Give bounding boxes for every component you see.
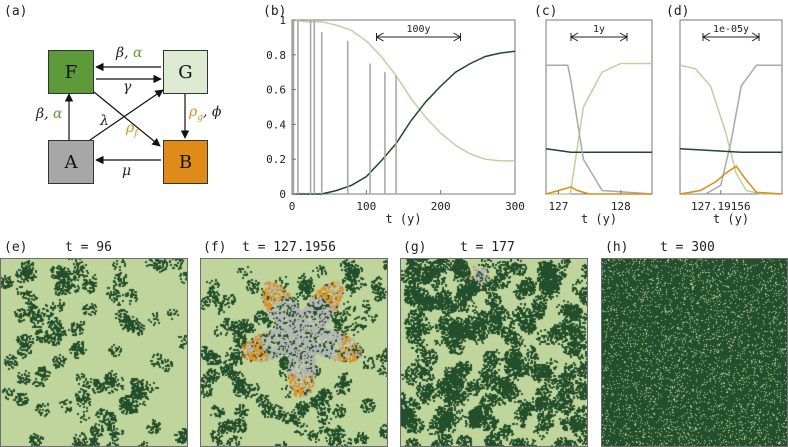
panel-label-g: (g) [403, 240, 427, 255]
series-d-1 [680, 64, 782, 195]
series-b-0 [291, 19, 515, 162]
node-f-label: F [64, 61, 78, 83]
rho-f-symbol: ρ [126, 120, 135, 136]
plot-frame-b [291, 19, 516, 195]
label-g-to-b-rho: ρg, ϕ [189, 104, 221, 123]
series-c-3 [545, 186, 652, 195]
label-a-to-f-beta: β, [36, 106, 49, 122]
panel-label-a: (a) [4, 4, 28, 19]
scale-arrow-left-c [569, 32, 579, 42]
scale-arrow-right-d [751, 32, 761, 42]
label-f-to-g-gamma: γ [123, 79, 132, 95]
phi-symbol: , ϕ [203, 104, 222, 120]
timeseries-charts: 100y t (y) 1y t (y) 1e-05y t (y) 0 100 200 300 0 0.… [266, 14, 783, 226]
series-d-2 [679, 148, 782, 153]
label-a-to-f-alpha: α [53, 106, 63, 122]
arrow-f-to-b [93, 91, 161, 147]
series-d-3 [679, 165, 783, 195]
snapshot-h [601, 258, 788, 447]
rho-f-sub: f [134, 128, 138, 139]
xtick-label-b-0: 0 [289, 200, 296, 213]
rho-g-symbol: ρ [189, 104, 198, 120]
snapshot-e [0, 258, 188, 447]
scale-arrow-left-b [375, 32, 384, 42]
lattice-f [201, 259, 387, 446]
label-g-to-f-beta: β, [116, 45, 129, 61]
xlabel-c: t (y) [581, 212, 617, 226]
panel-label-e: (e) [4, 240, 28, 255]
series-c-1 [545, 148, 652, 153]
panel-label-c: (c) [534, 4, 558, 19]
xlabel-d: t (y) [713, 212, 749, 226]
xtick-label-b-3: 300 [505, 200, 525, 213]
xtick-label-c-0: 127 [549, 200, 569, 213]
scale-label-b: 100y [406, 24, 430, 35]
ytick-label-b-4: 0.8 [266, 49, 286, 62]
panel-label-d: (d) [666, 4, 690, 19]
xtick-label-b-2: 200 [431, 200, 451, 213]
label-b-to-a-mu: μ [122, 163, 132, 179]
xtick-label-c-1: 128 [611, 200, 631, 213]
plot-frame-c [545, 19, 653, 195]
panel-label-f: (f) [203, 240, 227, 255]
xlabel-b: t (y) [385, 212, 421, 226]
node-a: A [48, 140, 94, 184]
ytick-label-b-5: 1 [279, 14, 286, 27]
label-a-to-g-lambda: λ [100, 113, 109, 129]
scale-arrow-right-c [619, 32, 629, 42]
scale-label-d: 1e-05y [713, 24, 749, 35]
lattice-e [1, 259, 187, 446]
xtick-label-b-1: 100 [356, 200, 376, 213]
rho-g-sub: g [197, 112, 203, 123]
series-c-2 [546, 64, 653, 195]
plot-frame-d [679, 19, 783, 195]
panel-label-h: (h) [605, 240, 629, 255]
ytick-label-b-1: 0.2 [266, 153, 286, 166]
node-g: G [163, 50, 208, 94]
snapshot-g [400, 258, 588, 447]
snapshot-title-g: t = 177 [460, 240, 515, 255]
series-d-0 [679, 64, 782, 195]
label-g-to-f-alpha: α [133, 45, 143, 61]
panel-label-b: (b) [263, 4, 287, 19]
scale-arrow-left-d [701, 32, 711, 42]
node-b: B [163, 140, 208, 184]
ytick-label-b-0: 0 [279, 188, 286, 201]
xtick-label-d-0: 127.19156 [691, 200, 751, 213]
snapshot-title-h: t = 300 [660, 240, 715, 255]
chart-c: 1y t (y) [545, 19, 653, 226]
scale-label-c: 1y [593, 24, 605, 35]
ytick-label-b-2: 0.4 [266, 118, 286, 131]
lattice-g [401, 259, 587, 446]
lattice-h [602, 259, 787, 446]
series-c-0 [546, 62, 652, 195]
arrow-a-to-g [89, 89, 164, 141]
scale-arrow-right-b [453, 32, 462, 42]
snapshot-title-e: t = 96 [65, 240, 112, 255]
series-b-1 [292, 50, 516, 195]
label-f-to-b-rho: ρf [126, 120, 138, 139]
snapshot-title-f: t = 127.1956 [242, 240, 336, 255]
node-g-label: G [178, 61, 193, 83]
node-a-label: A [64, 151, 78, 173]
node-b-label: B [178, 151, 193, 173]
chart-d: 1e-05y t (y) [679, 19, 783, 226]
chart-b: 100y t (y) [291, 19, 516, 226]
node-f: F [48, 50, 94, 94]
snapshot-f [200, 258, 388, 447]
ytick-label-b-3: 0.6 [266, 84, 286, 97]
diagram-arrows [64, 62, 190, 165]
